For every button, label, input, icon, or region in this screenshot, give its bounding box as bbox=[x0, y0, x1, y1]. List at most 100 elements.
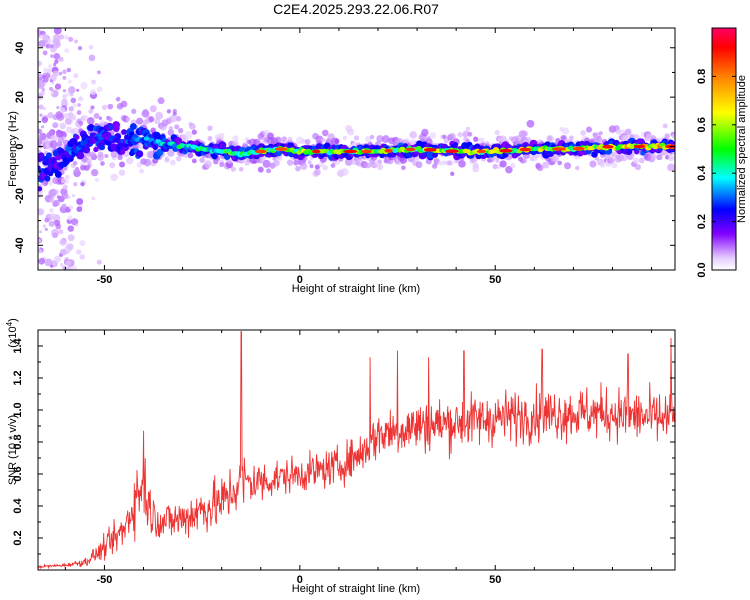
heatmap-cell bbox=[53, 189, 58, 195]
heatmap-cell bbox=[347, 128, 355, 136]
heatmap-cell bbox=[450, 171, 455, 176]
heatmap-cell bbox=[309, 163, 314, 169]
heatmap-cell bbox=[191, 129, 197, 135]
heatmap-cell bbox=[121, 129, 127, 135]
colorbar-label: Normalized spectral amplitude bbox=[736, 75, 748, 223]
heatmap-cell bbox=[91, 196, 96, 201]
heatmap-cell bbox=[199, 157, 205, 163]
heatmap-cell bbox=[562, 127, 570, 135]
colorbar-ticks: 0.0 0.2 0.4 0.6 0.8 bbox=[696, 69, 736, 278]
heatmap-cell bbox=[602, 145, 614, 149]
heatmap-cell bbox=[76, 88, 80, 92]
heatmap-cell bbox=[67, 225, 74, 232]
heatmap-cell bbox=[54, 170, 62, 178]
heatmap-cell bbox=[38, 40, 46, 48]
heatmap-cell bbox=[172, 108, 177, 114]
y-tick-label: 0.6 bbox=[12, 466, 24, 481]
snr-ylabel: SNR (10 * v/v) bbox=[7, 415, 19, 485]
heatmap-cell bbox=[499, 148, 513, 153]
figure-title: C2E4.2025.293.22.06.R07 bbox=[273, 1, 439, 17]
heatmap-cell bbox=[580, 130, 587, 136]
heatmap-cell bbox=[100, 161, 105, 166]
heatmap-cell bbox=[64, 117, 72, 125]
heatmap-cell bbox=[668, 155, 675, 162]
heatmap-cell bbox=[48, 208, 54, 213]
y-tick-label: 20 bbox=[14, 91, 26, 103]
heatmap-cell bbox=[59, 122, 67, 130]
heatmap-cell bbox=[58, 56, 64, 62]
heatmap-cell bbox=[73, 169, 81, 178]
heatmap-cell bbox=[78, 96, 84, 102]
heatmap-cell bbox=[53, 62, 57, 67]
heatmap-cell bbox=[53, 219, 61, 227]
heatmap-cell bbox=[38, 92, 44, 100]
heatmap-cell bbox=[109, 162, 116, 169]
heatmap-cell bbox=[52, 122, 59, 129]
heatmap-cell bbox=[257, 166, 264, 173]
heatmap-cell bbox=[38, 257, 45, 265]
heatmap-cell bbox=[80, 181, 85, 187]
heatmap-cell bbox=[67, 234, 75, 242]
heatmap-cell bbox=[38, 128, 43, 134]
heatmap-cell bbox=[510, 162, 516, 169]
heatmap-cell bbox=[295, 165, 301, 172]
spectrogram-heatmap bbox=[38, 28, 675, 270]
heatmap-cell bbox=[472, 165, 480, 173]
heatmap-cell bbox=[365, 162, 372, 169]
heatmap-cell bbox=[557, 160, 562, 166]
heatmap-cell bbox=[79, 254, 85, 260]
heatmap-cell bbox=[90, 168, 99, 177]
heatmap-cell bbox=[262, 159, 271, 168]
colorbar-gradient bbox=[711, 27, 737, 271]
heatmap-cell bbox=[38, 208, 45, 216]
heatmap-cell bbox=[80, 82, 88, 90]
heatmap-cell bbox=[42, 224, 47, 228]
heatmap-cell bbox=[312, 149, 321, 154]
heatmap-cell bbox=[38, 248, 42, 253]
heatmap-cell bbox=[76, 249, 82, 255]
heatmap-cell bbox=[59, 107, 66, 114]
heatmap-cell bbox=[634, 163, 641, 171]
heatmap-cell bbox=[238, 167, 244, 172]
heatmap-cell bbox=[38, 33, 41, 38]
heatmap-cell bbox=[90, 89, 96, 96]
heatmap-cell bbox=[71, 194, 75, 198]
heatmap-cell bbox=[66, 67, 72, 73]
heatmap-cell bbox=[53, 199, 60, 207]
heatmap-cell bbox=[66, 250, 70, 254]
colorbar-tick-label: 0.2 bbox=[696, 214, 708, 229]
heatmap-cell bbox=[473, 136, 479, 142]
heatmap-cell bbox=[340, 168, 349, 176]
heatmap-cell bbox=[71, 127, 79, 135]
heatmap-cell bbox=[58, 34, 65, 40]
heatmap-cell bbox=[64, 48, 70, 54]
heatmap-cell bbox=[552, 155, 560, 163]
heatmap-cell bbox=[47, 112, 54, 119]
heatmap-cell bbox=[73, 219, 79, 225]
heatmap-cell bbox=[542, 161, 550, 169]
heatmap-cell bbox=[191, 158, 197, 164]
heatmap-cell bbox=[62, 75, 67, 80]
heatmap-cell bbox=[54, 59, 59, 64]
heatmap-cell bbox=[50, 157, 57, 164]
heatmap-cell bbox=[447, 160, 453, 166]
heatmap-cell bbox=[650, 153, 657, 160]
heatmap-cell bbox=[68, 36, 74, 42]
heatmap-cell bbox=[611, 162, 618, 169]
heatmap-cell bbox=[38, 104, 44, 110]
heatmap-cell bbox=[488, 156, 495, 163]
heatmap-cell bbox=[671, 133, 675, 140]
y-tick-label: -20 bbox=[14, 188, 26, 204]
heatmap-cell bbox=[664, 144, 675, 149]
heatmap-cell bbox=[74, 167, 80, 173]
heatmap-cell bbox=[585, 126, 593, 133]
heatmap-cell bbox=[48, 64, 53, 69]
heatmap-cell bbox=[62, 69, 67, 75]
heatmap-cell bbox=[49, 43, 55, 49]
heatmap-cell bbox=[204, 160, 212, 169]
snr-ticks: -50 0 50 0.2 0.4 0.6 0.8 1.0 1.2 1.4 bbox=[12, 329, 675, 586]
heatmap-cell bbox=[445, 149, 459, 154]
colorbar-tick-label: 0.4 bbox=[696, 165, 708, 181]
heatmap-cell bbox=[135, 150, 144, 158]
heatmap-cell bbox=[65, 174, 70, 180]
